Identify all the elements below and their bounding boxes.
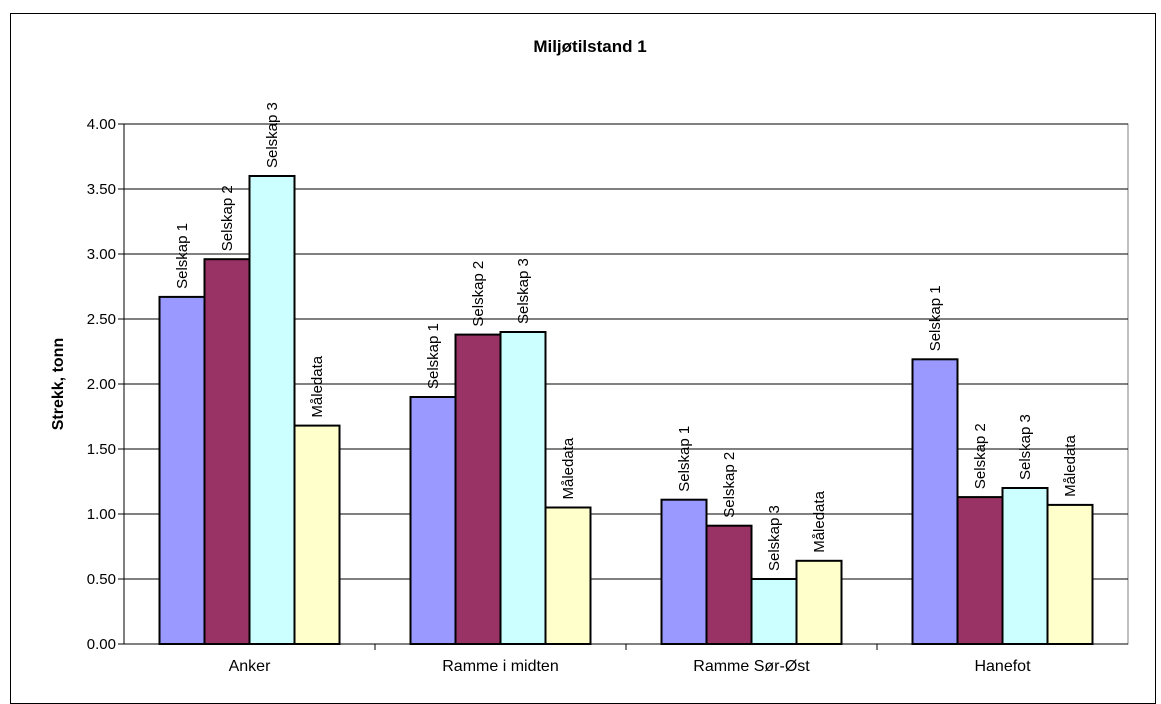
data-label: Måledata xyxy=(811,490,828,552)
data-label: Selskap 3 xyxy=(766,505,783,571)
y-tick-label: 3.00 xyxy=(87,246,116,263)
bar xyxy=(409,396,457,645)
y-axis-label: Strekk, tonn xyxy=(50,338,67,430)
data-label: Selskap 2 xyxy=(972,423,989,489)
bar xyxy=(293,424,341,645)
data-label: Måledata xyxy=(309,355,326,417)
chart-title: Miljøtilstand 1 xyxy=(533,37,646,56)
y-tick-label: 1.00 xyxy=(87,506,116,523)
bar xyxy=(248,175,296,645)
y-tick-label: 1.50 xyxy=(87,441,116,458)
y-tick-label: 3.50 xyxy=(87,181,116,198)
x-tick-label: Ramme Sør-Øst xyxy=(693,658,810,675)
data-label: Selskap 3 xyxy=(264,102,281,168)
labels-layer: Selskap 1 Selskap 2 Selskap 3 Måledata Selsk… xyxy=(174,102,1079,571)
x-tick-label: Anker xyxy=(229,658,271,675)
data-label: Selskap 2 xyxy=(470,261,487,327)
bar xyxy=(1001,487,1049,645)
data-label: Selskap 2 xyxy=(721,452,738,518)
bar xyxy=(705,524,753,646)
data-label: Måledata xyxy=(560,437,577,499)
bar xyxy=(203,258,251,645)
y-tick-label: 0.00 xyxy=(87,636,116,653)
y-tick-label: 2.50 xyxy=(87,311,116,328)
bar xyxy=(499,331,547,645)
bar xyxy=(1046,503,1094,645)
bar xyxy=(544,506,592,645)
data-label: Selskap 2 xyxy=(219,185,236,251)
data-label: Selskap 3 xyxy=(1017,414,1034,480)
y-tick-label: 2.00 xyxy=(87,376,116,393)
data-label: Selskap 1 xyxy=(676,426,693,492)
bar xyxy=(158,295,206,645)
data-label: Selskap 1 xyxy=(425,323,442,389)
bar xyxy=(911,358,959,645)
axis-layer: 0.00 0.50 1.00 1.50 2.00 2.50 3.00 3.50 4.00 Anke… xyxy=(87,116,1128,675)
bar xyxy=(956,496,1004,645)
data-label: Måledata xyxy=(1062,435,1079,497)
data-label: Selskap 1 xyxy=(174,223,191,289)
bar xyxy=(660,498,708,646)
bar xyxy=(454,333,502,645)
y-tick-label: 4.00 xyxy=(87,116,116,133)
bar xyxy=(750,578,798,645)
bars-layer xyxy=(158,175,1094,646)
y-tick-label: 0.50 xyxy=(87,571,116,588)
data-label: Selskap 3 xyxy=(515,258,532,324)
bar xyxy=(795,559,843,645)
x-tick-label: Ramme i midten xyxy=(442,658,558,675)
data-label: Selskap 1 xyxy=(927,285,944,351)
x-tick-label: Hanefot xyxy=(974,658,1031,675)
